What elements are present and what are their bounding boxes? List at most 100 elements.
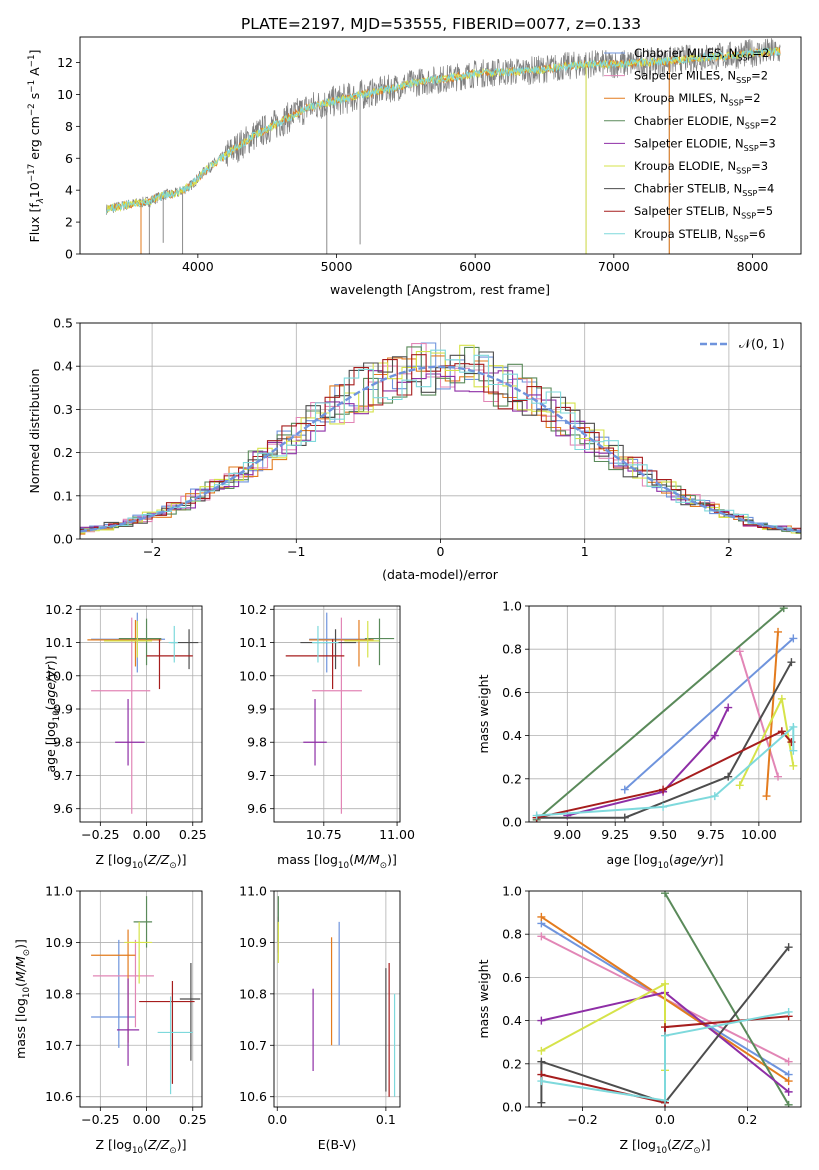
weight-line bbox=[541, 1011, 789, 1102]
x-tick-label: 10.75 bbox=[306, 827, 342, 842]
weight-point bbox=[537, 912, 546, 921]
weight-point bbox=[777, 694, 786, 703]
axes-border bbox=[79, 36, 802, 255]
weight-series-chabrier-elodie bbox=[661, 891, 793, 1107]
grid-lines bbox=[274, 890, 400, 1107]
x-tick-label: 10.00 bbox=[741, 827, 777, 842]
errorbar-kroupa-elodie bbox=[124, 921, 153, 984]
x-tick-label: 8000 bbox=[737, 259, 769, 274]
x-tick-label: 2 bbox=[725, 544, 733, 559]
weight-point bbox=[537, 1016, 546, 1025]
axes-mass-weight-vs-age: 9.00 9.25 9.50 9.75 10.00 0.0 0.2 0.4 0.6 0.8 1.0 a… bbox=[476, 599, 802, 871]
weight-point bbox=[784, 943, 793, 952]
y-tick-label: 10.2 bbox=[45, 602, 73, 617]
weight-series-kroupa-miles bbox=[762, 627, 783, 801]
legend-label-chabrier-stelib: Chabrier STELIB, NSSP=4 bbox=[634, 182, 774, 198]
y-axis-label: Flux [fλ10−17 erg cm−2 s−1 A−1] bbox=[27, 50, 46, 243]
y-tick-label: 0.3 bbox=[53, 402, 73, 417]
errorbar-kroupa-miles bbox=[309, 619, 374, 667]
weight-point bbox=[779, 606, 788, 613]
errorbar-kroupa-stelib bbox=[168, 625, 178, 663]
x-tick-label: 0.2 bbox=[737, 1112, 757, 1127]
y-tick-label: 6 bbox=[65, 151, 73, 166]
legend-label-chabrier-miles: Chabrier MILES, NSSP=2 bbox=[634, 46, 769, 62]
y-tick-label: 2 bbox=[65, 215, 73, 230]
weight-line bbox=[664, 892, 790, 1106]
y-tick-label: 0.0 bbox=[502, 815, 522, 830]
y-tick-label: 0.8 bbox=[502, 642, 522, 657]
x-tick-label: 0.00 bbox=[133, 827, 161, 842]
y-axis-label: mass weight bbox=[476, 959, 491, 1038]
weight-line bbox=[738, 651, 779, 777]
errorbar-kroupa-stelib bbox=[312, 625, 339, 663]
weight-line bbox=[765, 631, 779, 797]
weight-series-kroupa-stelib bbox=[537, 1007, 793, 1105]
axes-border bbox=[273, 605, 401, 823]
weight-point bbox=[537, 1057, 546, 1066]
spectrum-legend: Chabrier MILES, NSSP=2 Salpeter MILES, NS… bbox=[604, 46, 777, 243]
weight-point bbox=[661, 1096, 669, 1105]
errorbar-salpeter-stelib bbox=[146, 639, 193, 690]
y-tick-label: 10.0 bbox=[239, 668, 267, 683]
errorbar-kroupa-miles bbox=[87, 619, 162, 667]
y-tick-label: 10.6 bbox=[239, 1089, 267, 1104]
x-tick-label: −1 bbox=[287, 544, 305, 559]
axes-border bbox=[79, 890, 203, 1108]
y-tick-label: 10.9 bbox=[239, 935, 267, 950]
x-tick-label: 9.75 bbox=[697, 827, 725, 842]
y-tick-label: 10.0 bbox=[45, 668, 73, 683]
axes-border bbox=[528, 890, 802, 1108]
x-tick-label: 9.50 bbox=[649, 827, 677, 842]
legend-label-salpeter-elodie: Salpeter ELODIE, NSSP=3 bbox=[634, 136, 776, 152]
y-axis-label: mass weight bbox=[476, 674, 491, 753]
errorbar-kroupa-elodie bbox=[344, 620, 380, 658]
plot-area bbox=[537, 891, 793, 1107]
y-tick-label: 0.8 bbox=[502, 927, 522, 942]
x-axis-label: wavelength [Angstrom, rest frame] bbox=[330, 282, 550, 297]
axes-frame: −0.25 0.00 0.25 9.6 9.7 9.8 9.9 10.0 10.1 10.2 Z [… bbox=[43, 602, 207, 871]
x-axis-label: E(B-V) bbox=[318, 1137, 357, 1152]
errorbar-salpeter-elodie bbox=[303, 699, 327, 766]
y-axis-label: Normed distribution bbox=[27, 369, 42, 494]
x-axis-label: (data-model)/error bbox=[382, 567, 499, 582]
x-tick-label: 9.00 bbox=[553, 827, 581, 842]
x-tick-label: 0.0 bbox=[655, 1112, 675, 1127]
y-tick-label: 11.0 bbox=[45, 884, 73, 899]
errorbar-salpeter-miles bbox=[312, 617, 362, 814]
weight-point bbox=[784, 1057, 793, 1066]
weight-point bbox=[659, 802, 668, 811]
y-tick-label: 10.6 bbox=[45, 1089, 73, 1104]
errorbar-chabrier-stelib bbox=[300, 629, 357, 670]
x-tick-label: 7000 bbox=[598, 259, 630, 274]
y-tick-label: 10.7 bbox=[45, 1038, 73, 1053]
y-tick-label: 0.4 bbox=[502, 1013, 522, 1028]
x-tick-label: 0.0 bbox=[267, 1112, 287, 1127]
y-tick-label: 1.0 bbox=[502, 599, 522, 614]
y-tick-label: 10.8 bbox=[45, 986, 73, 1001]
y-tick-label: 9.8 bbox=[247, 735, 267, 750]
x-tick-label: −0.25 bbox=[81, 1112, 119, 1127]
axes-frame: −2 −1 0 1 2 0.0 0.1 0.2 0.3 0.4 0.5 (data-model)/er… bbox=[27, 316, 802, 582]
errorbar-salpeter-miles bbox=[91, 617, 151, 814]
x-tick-label: −0.25 bbox=[81, 827, 119, 842]
weight-point bbox=[735, 647, 744, 656]
weight-point bbox=[777, 727, 786, 736]
weight-point bbox=[787, 658, 796, 667]
x-tick-label: −2 bbox=[143, 544, 161, 559]
weight-series-salpeter-elodie bbox=[563, 703, 733, 820]
y-tick-label: 9.9 bbox=[247, 702, 267, 717]
x-axis-label: mass [log10(M/M⊙)] bbox=[277, 852, 397, 871]
axes-mass-vs-EBV: 0.0 0.1 10.6 10.7 10.8 10.9 11.0 E(B-V) bbox=[239, 884, 401, 1152]
x-tick-label: 6000 bbox=[459, 259, 491, 274]
weight-series-kroupa-elodie bbox=[735, 694, 798, 790]
axes-border bbox=[528, 605, 802, 823]
weight-point bbox=[784, 1007, 793, 1016]
x-tick-label: 4000 bbox=[182, 259, 214, 274]
weight-point bbox=[620, 813, 629, 822]
plot-area bbox=[277, 896, 396, 1097]
axes-frame: 10.75 11.00 9.6 9.7 9.8 9.9 10.0 10.1 10.2 mass [… bbox=[239, 602, 415, 871]
axes-spectrum: 4000 5000 6000 7000 8000 0 2 4 6 8 10 12 wavelength … bbox=[27, 36, 802, 297]
weight-point bbox=[774, 772, 783, 781]
x-tick-label: 0 bbox=[437, 544, 445, 559]
axes-frame: −0.25 0.00 0.25 10.6 10.7 10.8 10.9 11.0 Z [log1… bbox=[13, 884, 207, 1156]
